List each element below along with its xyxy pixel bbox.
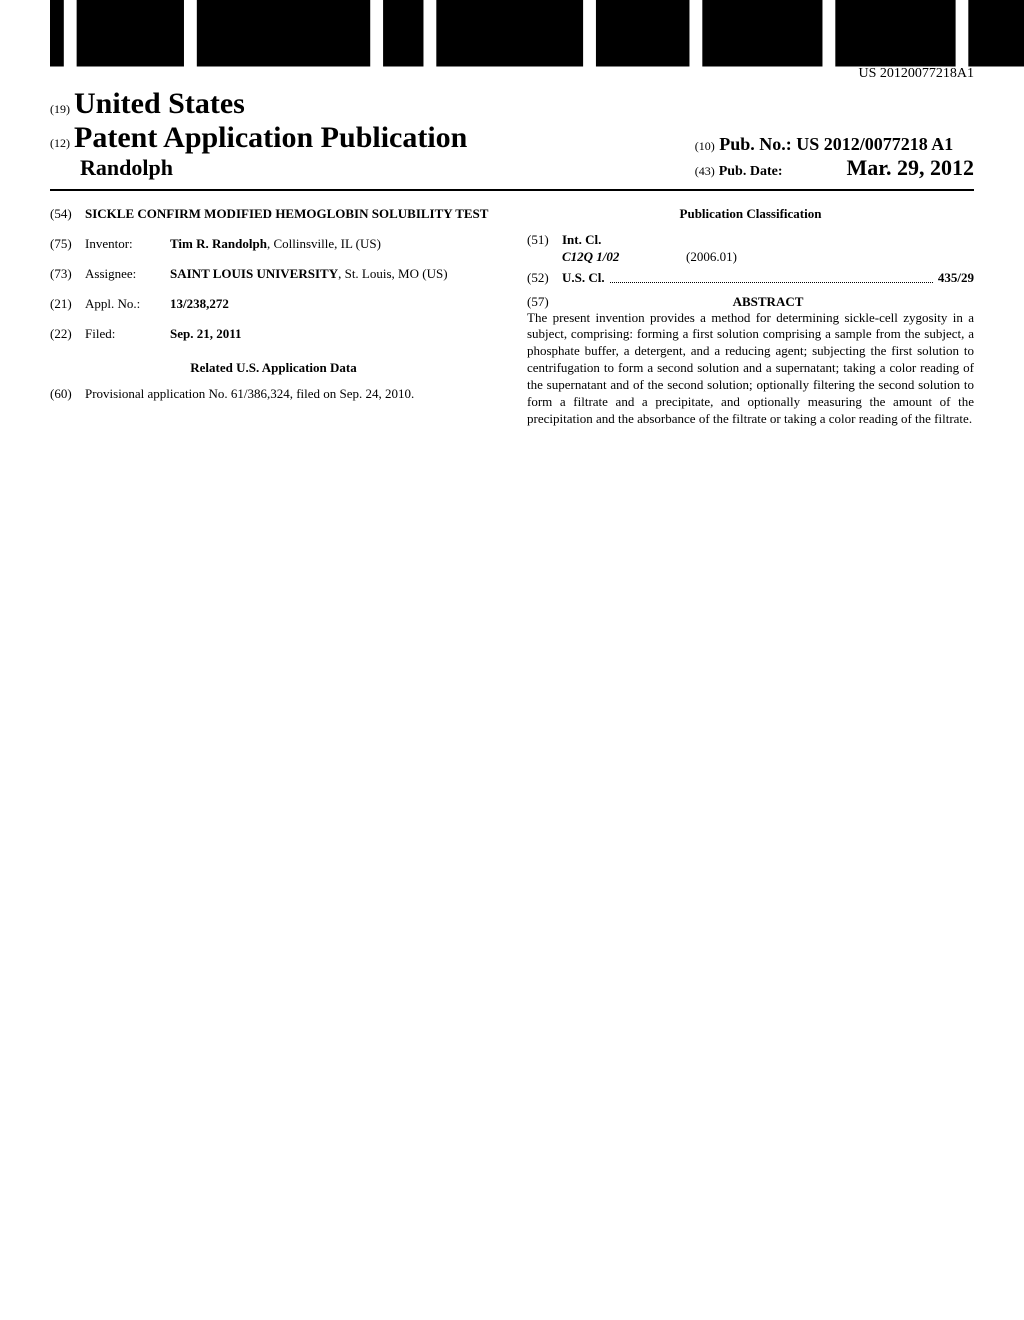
assignee-label: Assignee:: [85, 266, 170, 282]
assignee-row: (73) Assignee: SAINT LOUIS UNIVERSITY, S…: [50, 266, 497, 282]
left-column: (54) SICKLE CONFIRM MODIFIED HEMOGLOBIN …: [50, 206, 497, 428]
publication-type: Patent Application Publication: [74, 121, 467, 154]
inventor-label: Inventor:: [85, 236, 170, 252]
inventor-value: Tim R. Randolph, Collinsville, IL (US): [170, 236, 497, 252]
int-cl-code: C12Q 1/02: [562, 249, 682, 265]
inventor-row: (75) Inventor: Tim R. Randolph, Collinsv…: [50, 236, 497, 252]
prefix-12: (12): [50, 136, 70, 150]
right-column: Publication Classification (51) Int. Cl.…: [527, 206, 974, 428]
appl-label: Appl. No.:: [85, 296, 170, 312]
header-pub-left: (12) Patent Application Publication Rand…: [50, 121, 467, 181]
provisional-row: (60) Provisional application No. 61/386,…: [50, 386, 497, 402]
pub-date-label: Pub. Date:: [719, 164, 783, 179]
invention-title: SICKLE CONFIRM MODIFIED HEMOGLOBIN SOLUB…: [85, 206, 488, 222]
inventor-name: Tim R. Randolph: [170, 236, 267, 251]
related-heading: Related U.S. Application Data: [50, 360, 497, 376]
assignee-value: SAINT LOUIS UNIVERSITY, St. Louis, MO (U…: [170, 266, 497, 282]
header-left: (19) United States: [50, 87, 974, 121]
classification-heading: Publication Classification: [527, 206, 974, 222]
filed-value: Sep. 21, 2011: [170, 326, 497, 342]
title-row: (54) SICKLE CONFIRM MODIFIED HEMOGLOBIN …: [50, 206, 497, 222]
header-row: (12) Patent Application Publication Rand…: [50, 121, 974, 181]
pub-date-value: Mar. 29, 2012: [846, 155, 974, 180]
assignee-name: SAINT LOUIS UNIVERSITY: [170, 266, 338, 281]
us-cl-num: (52): [527, 270, 562, 286]
inventor-num: (75): [50, 236, 85, 252]
abstract-heading: ABSTRACT: [562, 294, 974, 310]
prefix-19: (19): [50, 102, 70, 116]
abstract-heading-row: (57) ABSTRACT: [527, 294, 974, 310]
int-cl-num: (51): [527, 232, 562, 248]
int-cl-row: (51) Int. Cl.: [527, 232, 974, 248]
int-cl-label: Int. Cl.: [562, 232, 974, 248]
appl-value: 13/238,272: [170, 296, 497, 312]
barcode-number: US 20120077218A1: [50, 66, 974, 82]
int-cl-year: (2006.01): [686, 249, 737, 264]
header-pub-right: (10) Pub. No.: US 2012/0077218 A1 (43) P…: [695, 134, 974, 181]
dots-leader: [610, 270, 933, 283]
abstract-num: (57): [527, 294, 562, 310]
inventor-location: , Collinsville, IL (US): [267, 236, 381, 251]
filed-label: Filed:: [85, 326, 170, 342]
us-cl-row: (52) U.S. Cl. 435/29: [527, 270, 974, 286]
provisional-num: (60): [50, 386, 85, 402]
author-name: Randolph: [80, 155, 467, 181]
abstract-text: The present invention provides a method …: [527, 310, 974, 428]
pub-no-label: Pub. No.:: [719, 134, 792, 154]
barcode-section: ▌████▐██████▐█▐█████▐███▐████▐████▐███▐█…: [50, 20, 974, 82]
filed-row: (22) Filed: Sep. 21, 2011: [50, 326, 497, 342]
prefix-10: (10): [695, 139, 715, 153]
barcode-image: ▌████▐██████▐█▐█████▐███▐████▐████▐███▐█…: [50, 16, 1024, 52]
assignee-location: , St. Louis, MO (US): [338, 266, 447, 281]
us-cl-label: U.S. Cl.: [562, 270, 605, 286]
header-divider: [50, 189, 974, 191]
prefix-43: (43): [695, 164, 715, 178]
assignee-num: (73): [50, 266, 85, 282]
appl-num: (21): [50, 296, 85, 312]
title-num: (54): [50, 206, 85, 222]
us-cl-value: 435/29: [938, 270, 974, 286]
filed-num: (22): [50, 326, 85, 342]
main-columns: (54) SICKLE CONFIRM MODIFIED HEMOGLOBIN …: [50, 206, 974, 428]
country-name: United States: [74, 87, 245, 120]
provisional-text: Provisional application No. 61/386,324, …: [85, 386, 497, 402]
appl-row: (21) Appl. No.: 13/238,272: [50, 296, 497, 312]
int-cl-code-row: C12Q 1/02 (2006.01): [527, 248, 974, 266]
pub-no-value: US 2012/0077218 A1: [796, 134, 953, 154]
